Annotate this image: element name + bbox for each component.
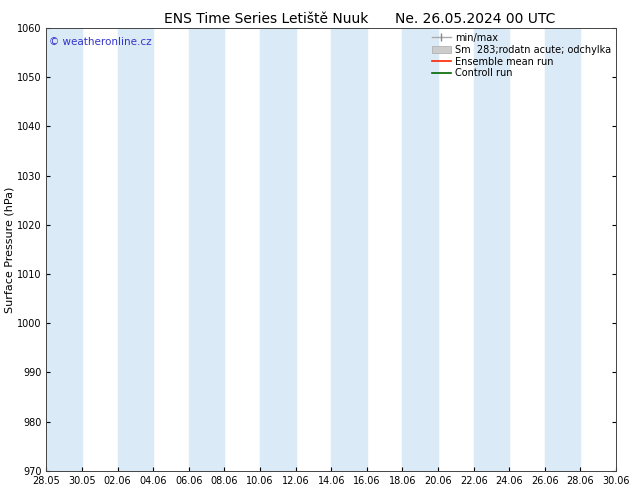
Text: Ne. 26.05.2024 00 UTC: Ne. 26.05.2024 00 UTC [396,12,555,26]
Bar [46,28,82,471]
Y-axis label: Surface Pressure (hPa): Surface Pressure (hPa) [4,186,14,313]
Bar [474,28,509,471]
Bar [118,28,153,471]
Legend: min/max, Sm  283;rodatn acute; odchylka, Ensemble mean run, Controll run: min/max, Sm 283;rodatn acute; odchylka, … [429,30,614,81]
Bar [545,28,581,471]
Bar [260,28,295,471]
Text: © weatheronline.cz: © weatheronline.cz [49,37,152,47]
Bar [331,28,367,471]
Bar [403,28,438,471]
Bar [189,28,224,471]
Text: ENS Time Series Letiště Nuuk: ENS Time Series Letiště Nuuk [164,12,368,26]
